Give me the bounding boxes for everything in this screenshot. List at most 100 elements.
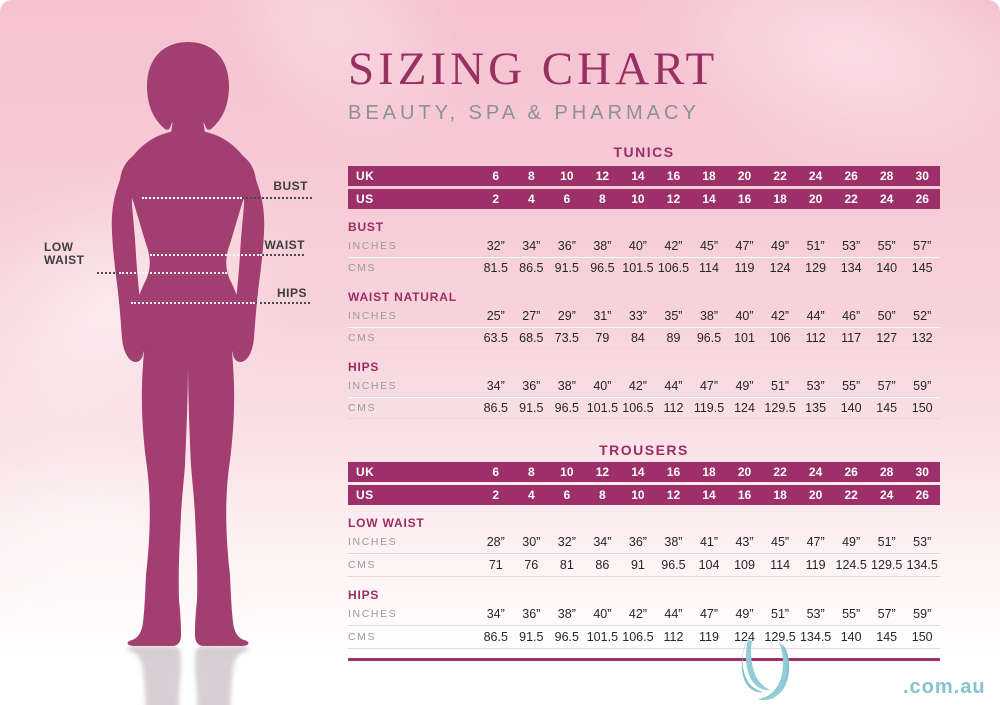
unit-label: INCHES <box>348 379 398 392</box>
size-row-uk: UK 6 8 10 12 14 16 18 20 22 24 26 28 30 <box>348 166 940 186</box>
value-cell: 24 <box>880 192 894 206</box>
section-label: WAIST NATURAL <box>348 290 457 304</box>
value-cell: 16 <box>737 192 752 206</box>
table-bottom-rule <box>348 658 940 661</box>
value-cell: 47” <box>806 535 825 549</box>
value-cell: 53” <box>806 378 825 393</box>
unit-label: CMS <box>348 401 377 414</box>
value-cell: 114 <box>699 260 719 275</box>
unit-label: INCHES <box>348 239 398 252</box>
value-cell: 29” <box>557 308 576 323</box>
value-cell: 18 <box>773 192 787 206</box>
value-cell: 40” <box>735 308 754 323</box>
hips-label: HIPS <box>276 286 307 300</box>
value-cell: 112 <box>805 330 826 345</box>
value-cell: 49” <box>842 535 861 549</box>
value-cell: 12 <box>595 465 610 479</box>
value-cell: 124 <box>769 260 791 275</box>
value-cell: 44” <box>664 378 683 393</box>
section-label: HIPS <box>348 360 380 374</box>
value-cell: 10 <box>631 488 645 502</box>
value-cell: 145 <box>876 630 898 644</box>
value-cell: 14 <box>702 488 716 502</box>
value-cell: 38” <box>699 308 719 323</box>
value-cell: 38” <box>557 607 576 621</box>
value-cell: 8 <box>599 488 606 502</box>
value-cell: 40” <box>593 607 612 621</box>
value-cell: 106 <box>769 330 791 345</box>
value-cell: 22 <box>844 488 858 502</box>
value-cell: 2 <box>492 192 500 206</box>
value-cell: 55” <box>842 378 861 393</box>
value-cell: 86.5 <box>483 630 508 644</box>
value-cell: 33” <box>628 308 647 323</box>
value-cell: 119 <box>699 630 719 644</box>
value-cell: 59” <box>913 607 932 621</box>
value-cell: 101.5 <box>586 630 619 644</box>
value-cell: 45” <box>771 535 790 549</box>
value-cell: 51” <box>771 378 790 393</box>
value-cell: 38” <box>664 535 683 549</box>
value-cell: 145 <box>876 400 898 415</box>
value-cell: 84 <box>630 330 645 345</box>
value-cell: 55” <box>877 238 896 253</box>
measurement-row-inches: INCHES 32” 34” 36” 38” 40” 42” 45” 47” 49” 51” 53” 5… <box>348 235 940 257</box>
unit-label: CMS <box>348 331 377 344</box>
value-cell: 32” <box>557 535 576 549</box>
value-cell: 132 <box>911 330 933 345</box>
size-region-label: US <box>356 192 374 206</box>
value-cell: 129.5 <box>764 400 796 415</box>
size-row-us: US 2 4 6 8 10 12 14 16 18 20 22 24 26 <box>348 485 940 505</box>
value-cell: 96.5 <box>554 400 579 415</box>
value-cell: 47” <box>735 238 754 253</box>
value-cell: 101.5 <box>622 260 654 275</box>
value-cell: 2 <box>492 488 500 502</box>
measurement-row-inches: INCHES 34” 36” 38” 40” 42” 44” 47” 49” 51” 53” 55” 5… <box>348 375 940 397</box>
measurement-row-cms: CMS 71 76 81 86 91 96.5 104 109 114 119 124.5 129.5 1… <box>348 554 940 577</box>
hips-measurement-line <box>255 302 310 304</box>
hips-measurement-line <box>131 302 255 304</box>
value-cell: 55” <box>842 607 861 621</box>
silhouette-hair <box>147 42 229 130</box>
low-waist-label: LOW WAIST <box>44 240 85 267</box>
low-waist-measurement-line <box>119 272 227 274</box>
value-cell: 81.5 <box>483 260 508 275</box>
waist-measurement-line <box>262 254 304 256</box>
value-cell: 34” <box>593 535 612 549</box>
value-cell: 36” <box>522 378 541 393</box>
value-cell: 91 <box>630 558 645 572</box>
value-cell: 26 <box>915 488 929 502</box>
value-cell: 34” <box>486 607 505 621</box>
value-cell: 22 <box>844 192 858 206</box>
size-region-label: UK <box>356 169 375 183</box>
value-cell: 38” <box>557 378 576 393</box>
bust-measurement-line <box>142 197 242 199</box>
value-cell: 104 <box>698 558 720 572</box>
measurement-row-cms: CMS 63.5 68.5 73.5 79 84 89 96.5 101 106 112 117 127… <box>348 327 940 349</box>
table-title: TROUSERS <box>599 442 689 458</box>
value-cell: 16 <box>666 465 681 479</box>
value-cell: 47” <box>699 378 719 393</box>
value-cell: 10 <box>560 169 574 183</box>
table-title: TUNICS <box>613 144 675 160</box>
value-cell: 127 <box>876 330 898 345</box>
page-subtitle: BEAUTY, SPA & PHARMACY <box>348 102 700 124</box>
value-cell: 16 <box>666 169 681 183</box>
value-cell: 22 <box>773 465 787 479</box>
value-cell: 40” <box>628 238 647 253</box>
bust-label: BUST <box>273 179 308 193</box>
value-cell: 42” <box>628 378 647 393</box>
value-cell: 135 <box>805 400 827 415</box>
value-cell: 8 <box>599 192 606 206</box>
value-cell: 24 <box>808 465 823 479</box>
value-cell: 10 <box>631 192 645 206</box>
value-cell: 96.5 <box>696 330 722 345</box>
value-cell: 129 <box>805 260 827 275</box>
value-cell: 119 <box>805 558 826 572</box>
value-cell: 30 <box>915 169 929 183</box>
value-cell: 28” <box>486 535 505 549</box>
value-cell: 134 <box>840 260 862 275</box>
value-cell: 106.5 <box>622 400 654 415</box>
trousers-size-table: TROUSERS UK 6 8 10 12 14 16 18 20 22 24 26 28 30 US 2 4 6 8… <box>348 442 940 661</box>
unit-label: INCHES <box>348 536 398 548</box>
